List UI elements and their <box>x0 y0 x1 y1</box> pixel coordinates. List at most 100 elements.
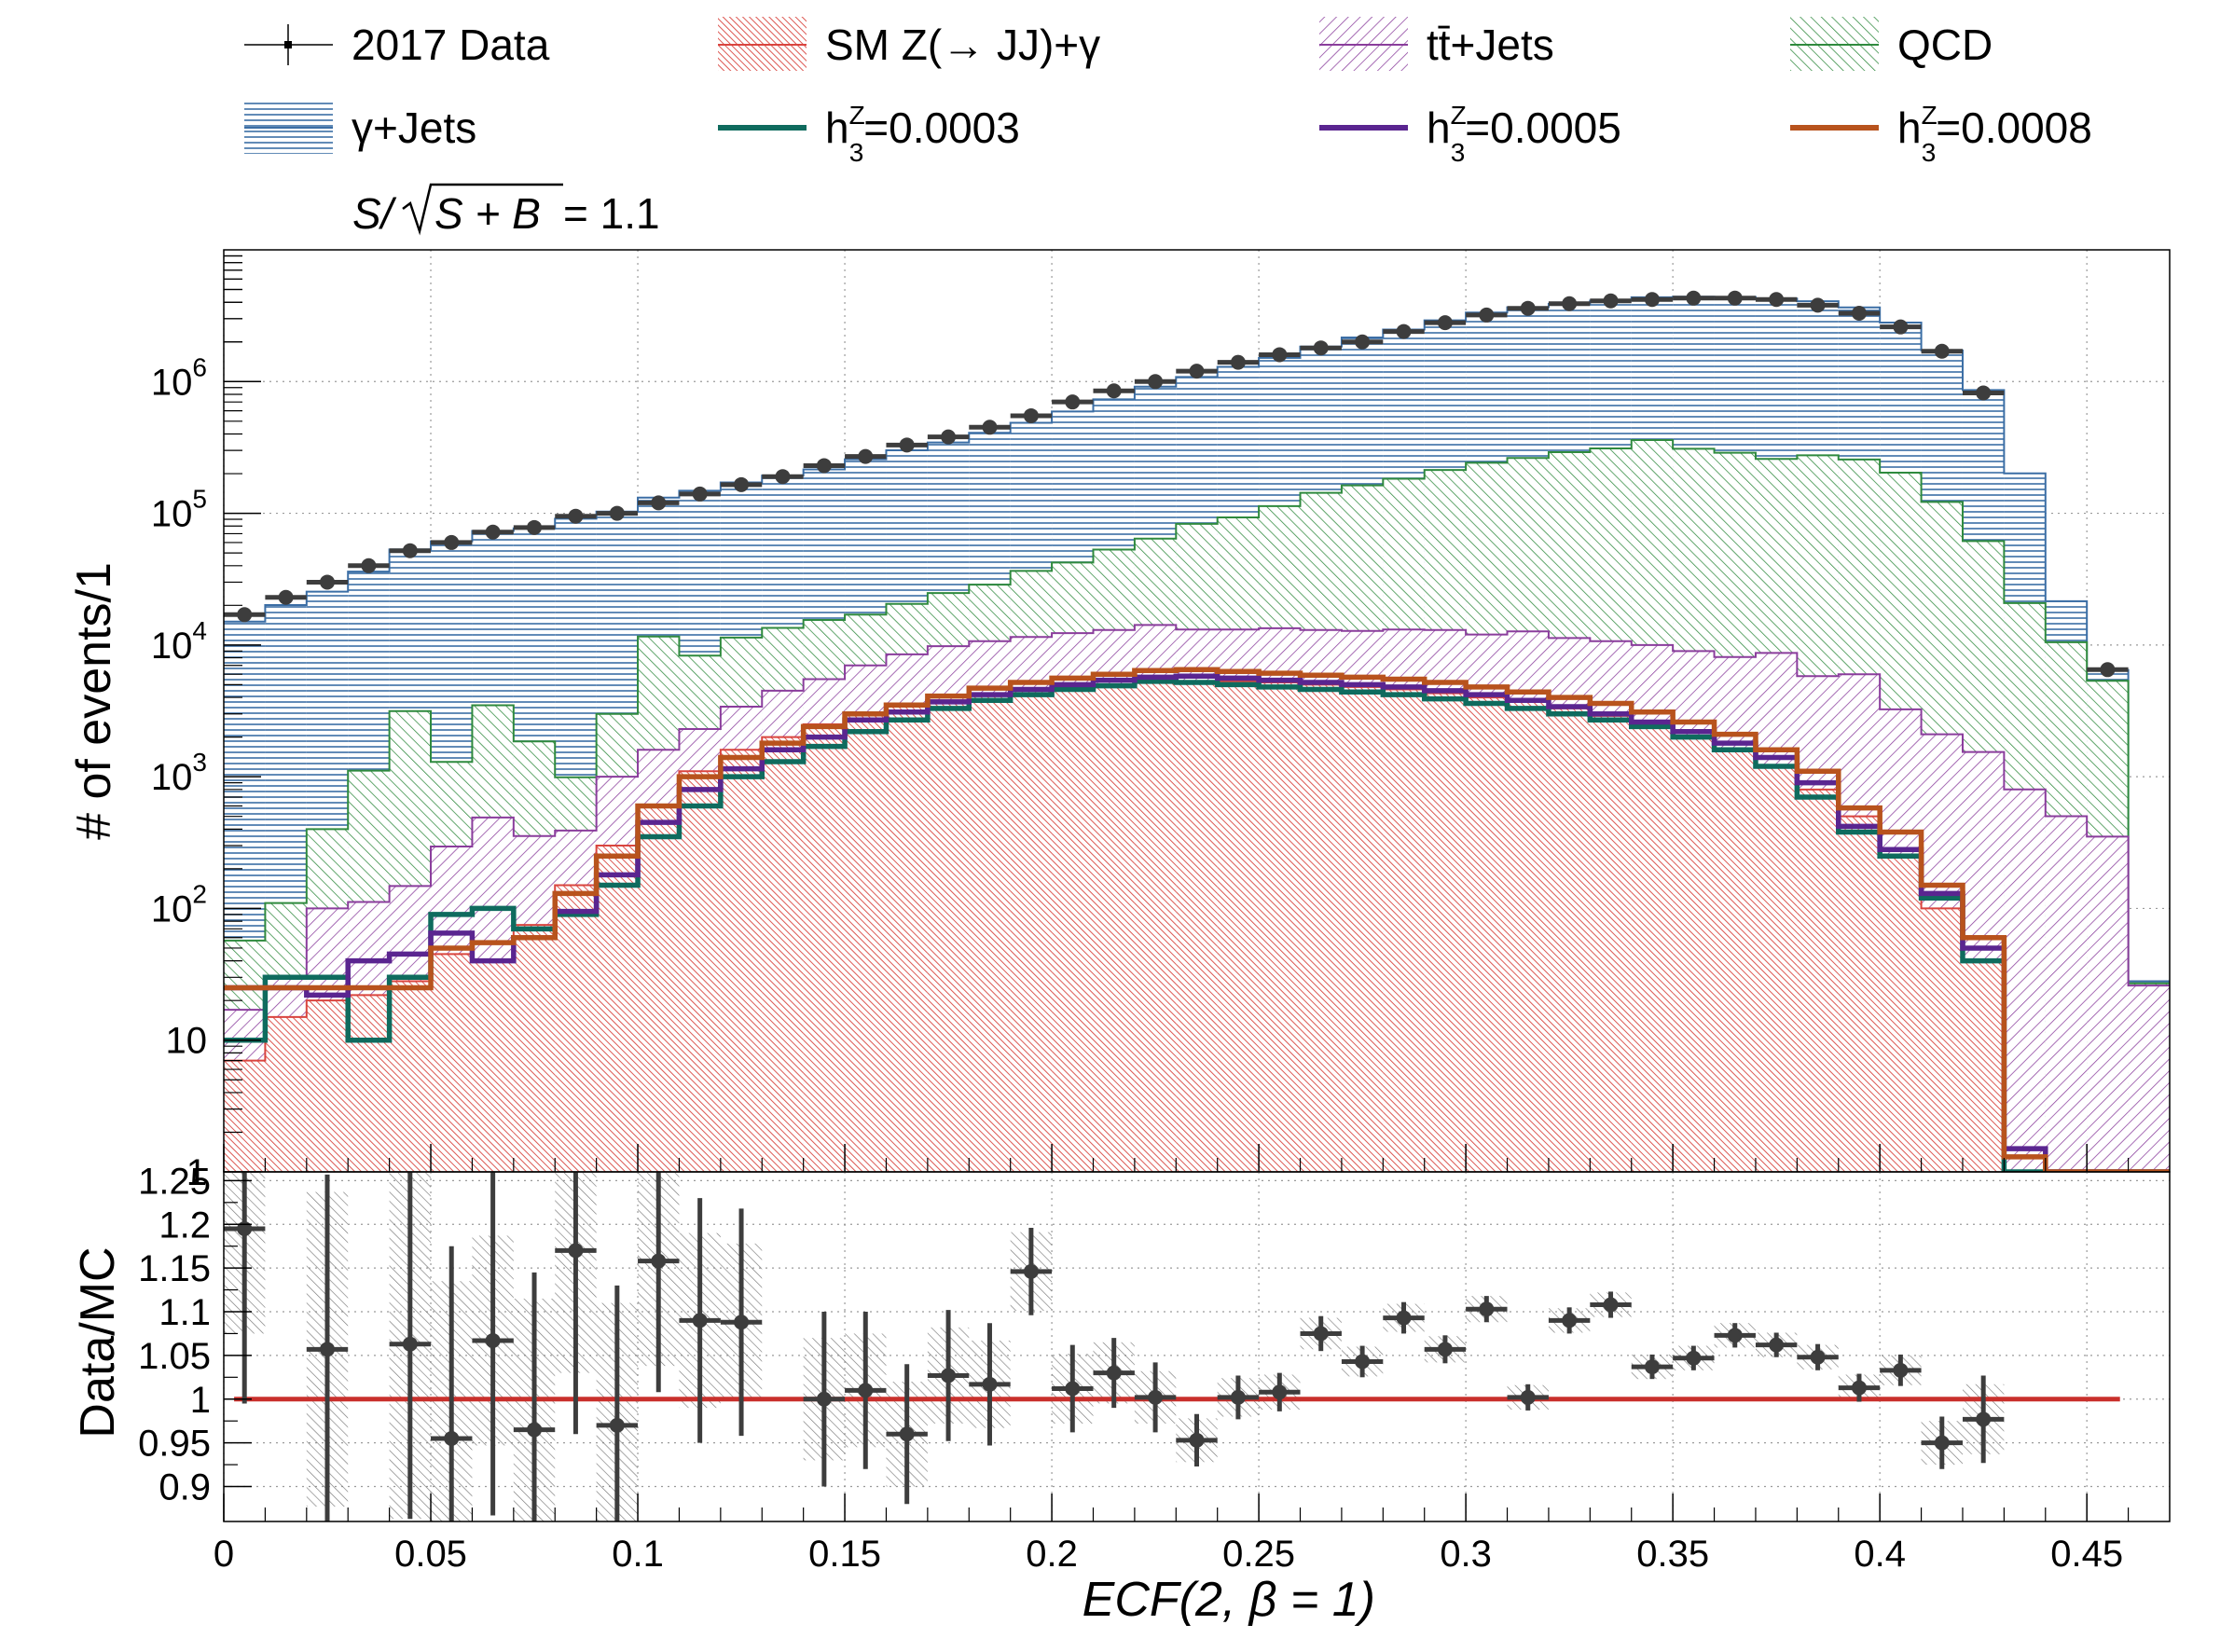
ratio-point <box>692 1313 708 1328</box>
data-point <box>1810 297 1826 313</box>
data-point <box>775 469 791 485</box>
stack-bar <box>969 695 1011 1172</box>
stack-red <box>224 680 2170 1172</box>
stack-bar <box>1714 750 1756 1172</box>
legend-label: tt̄+Jets <box>1427 21 1554 69</box>
ratio-y-tick-label: 0.95 <box>138 1424 211 1465</box>
stack-bar <box>1341 686 1384 1172</box>
data-points <box>224 290 2129 678</box>
data-point <box>237 607 253 623</box>
ratio-point <box>568 1243 584 1259</box>
ratio-point <box>1065 1381 1081 1397</box>
stack-bar <box>389 981 432 1172</box>
significance-value: = 1.1 <box>563 189 660 238</box>
ratio-point <box>941 1368 957 1384</box>
ratio-point <box>402 1336 418 1352</box>
data-point <box>1148 374 1164 390</box>
stack-bar <box>1507 701 1549 1172</box>
data-point <box>2100 662 2116 678</box>
ratio-y-tick-label: 1.2 <box>159 1205 211 1246</box>
stack-bar <box>762 737 804 1172</box>
legend-entry: hZ 3=0.0003 <box>718 101 1020 167</box>
y-tick-label: 1 <box>186 1152 207 1193</box>
ratio-point <box>1023 1263 1039 1279</box>
stack-bar <box>1631 723 1674 1172</box>
data-point <box>1851 306 1867 322</box>
stack-bar <box>803 723 846 1172</box>
stack-bar <box>431 954 473 1172</box>
y-tick-label: 106 <box>151 352 207 403</box>
data-point <box>734 476 750 492</box>
stack-bar <box>555 885 597 1172</box>
ratio-point <box>1893 1362 1909 1378</box>
data-point <box>1603 293 1619 309</box>
stack-bar <box>1962 960 2005 1172</box>
stack-bar <box>886 705 928 1172</box>
ratio-frame <box>223 1171 2171 1522</box>
ratio-point <box>527 1422 543 1438</box>
x-tick-label: 0.35 <box>1636 1534 1709 1575</box>
legend-entry: 2017 Data <box>244 21 550 69</box>
stack-bar <box>2004 789 2046 1172</box>
significance-s: S/ <box>352 189 397 238</box>
significance-label: S/S + B = 1.1 <box>352 183 660 238</box>
ratio-point <box>651 1253 667 1269</box>
stack-bar <box>2087 836 2129 1172</box>
data-point <box>1893 319 1909 335</box>
legend-label: QCD <box>1897 21 1993 69</box>
significance-body: S + B <box>434 189 541 238</box>
data-point <box>982 420 998 435</box>
data-point <box>1479 307 1495 323</box>
data-point <box>402 543 418 558</box>
data-point <box>1023 407 1039 423</box>
ratio-point <box>444 1430 460 1446</box>
ratio-point <box>237 1220 253 1236</box>
data-point <box>485 524 501 540</box>
data-point <box>1644 292 1660 308</box>
x-axis-title: ECF(2, β = 1) <box>1083 1573 1375 1627</box>
y-axis-title: # of events/1 <box>67 562 121 840</box>
stack-bar <box>845 713 887 1172</box>
x-tick-label: 0 <box>214 1534 234 1575</box>
main-plot-panel: 1 10 102 103 104 105 106 # of events/1 <box>67 249 2171 1193</box>
legend-entry: SM Z(→ JJ)+γ <box>718 17 1100 71</box>
stack-bar <box>927 700 970 1172</box>
ratio-y-tick-label: 1.25 <box>138 1161 211 1202</box>
legend-marker <box>284 41 292 48</box>
legend-label: 2017 Data <box>352 21 550 69</box>
ratio-point <box>982 1376 998 1392</box>
ratio-point <box>1230 1389 1246 1405</box>
stack-outline <box>224 438 2170 984</box>
signal-lines <box>224 667 2170 1172</box>
stack-bar <box>306 1000 349 1172</box>
stacked-backgrounds <box>224 296 2170 1172</box>
stack-bar <box>1383 689 1425 1172</box>
stack-bar <box>265 1016 307 1172</box>
data-point <box>527 519 543 535</box>
stack-bar <box>1300 684 1342 1172</box>
ratio-point <box>320 1342 336 1357</box>
data-point <box>1313 340 1329 356</box>
legend-entry: hZ 3=0.0008 <box>1790 101 2092 167</box>
x-tick-label: 0.15 <box>808 1534 881 1575</box>
stack-bar <box>2045 816 2088 1172</box>
stack-bar <box>1093 684 1135 1172</box>
ratio-point <box>899 1426 915 1442</box>
data-point <box>1355 334 1371 350</box>
y-tick-label: 104 <box>151 616 207 667</box>
ratio-point <box>1810 1349 1826 1365</box>
y-tick-label: 10 <box>166 1021 208 1062</box>
ratio-y-tick-label: 0.9 <box>159 1467 211 1508</box>
stack-bar <box>1217 681 1260 1172</box>
stack-bar <box>596 846 639 1172</box>
ratio-point <box>1769 1337 1785 1353</box>
data-point <box>444 534 460 550</box>
data-point <box>941 429 957 445</box>
y-tick-label: 102 <box>151 879 207 929</box>
y-tick-label: 105 <box>151 485 207 535</box>
stack-bar <box>679 771 721 1172</box>
ratio-point <box>1686 1350 1702 1366</box>
stack-bar <box>1466 697 1508 1172</box>
